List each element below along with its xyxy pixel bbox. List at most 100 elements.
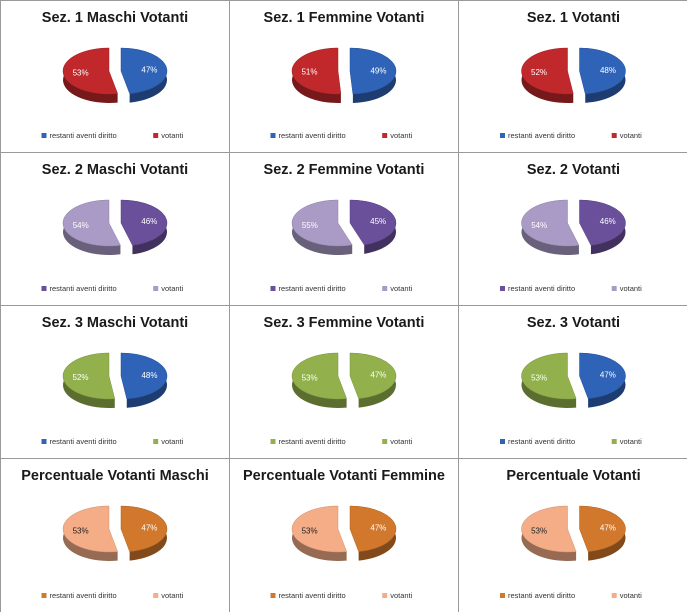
legend-label: restanti aventi diritto bbox=[279, 591, 346, 600]
chart-title: Percentuale Votanti Maschi bbox=[21, 468, 208, 484]
legend-swatch bbox=[270, 286, 276, 291]
pie-chart: Sez. 2 Femmine Votanti 55% 45% restanti ave… bbox=[264, 162, 425, 293]
pie-chart: Sez. 2 Maschi Votanti 54% 46% restanti aven… bbox=[41, 162, 188, 293]
chart-legend: restanti aventi diritto votanti bbox=[500, 437, 642, 446]
chart-title: Percentuale Votanti Femmine bbox=[243, 468, 445, 484]
chart-title: Sez. 1 Femmine Votanti bbox=[264, 10, 425, 26]
pie-slice-restanti: 47% bbox=[120, 505, 168, 561]
legend-swatch bbox=[611, 593, 617, 598]
chart-legend: restanti aventi diritto votanti bbox=[41, 437, 184, 446]
chart-title: Sez. 3 Femmine Votanti bbox=[264, 315, 425, 331]
legend-label: votanti bbox=[390, 591, 412, 600]
slice-label: 53% bbox=[531, 373, 547, 382]
legend-label: restanti aventi diritto bbox=[279, 437, 346, 446]
chart-legend: restanti aventi diritto votanti bbox=[500, 284, 642, 293]
chart-title: Sez. 2 Femmine Votanti bbox=[264, 162, 425, 178]
legend-label: restanti aventi diritto bbox=[50, 591, 117, 600]
chart-title: Percentuale Votanti bbox=[506, 468, 640, 484]
legend-label: restanti aventi diritto bbox=[508, 284, 575, 293]
pie-slice-votanti: 54% bbox=[62, 199, 121, 255]
legend-label: votanti bbox=[620, 591, 642, 600]
legend-swatch bbox=[611, 439, 617, 444]
chart-title: Sez. 2 Votanti bbox=[527, 162, 620, 178]
slice-label: 53% bbox=[302, 373, 318, 382]
pie-slice-votanti: 52% bbox=[521, 47, 574, 103]
pie-slice-restanti: 49% bbox=[349, 47, 397, 103]
chart-panel: Percentuale Votanti 53% 47% restanti aventi… bbox=[459, 459, 687, 612]
chart-legend: restanti aventi diritto votanti bbox=[41, 284, 184, 293]
chart-legend: restanti aventi diritto votanti bbox=[41, 131, 184, 140]
legend-label: restanti aventi diritto bbox=[50, 437, 117, 446]
slice-label: 53% bbox=[531, 526, 547, 535]
slice-label: 51% bbox=[301, 67, 317, 76]
legend-label: votanti bbox=[161, 284, 183, 293]
chart-panel: Sez. 3 Femmine Votanti 53% 47% restanti ave… bbox=[230, 306, 458, 458]
chart-panel: Sez. 2 Maschi Votanti 54% 46% restanti aven… bbox=[1, 153, 229, 305]
legend-swatch bbox=[382, 593, 388, 598]
pie-chart: Sez. 1 Femmine Votanti 51% 49% restanti ave… bbox=[264, 10, 425, 140]
pie-slice-votanti: 53% bbox=[291, 505, 347, 561]
pie-chart: Percentuale Votanti 53% 47% restanti aventi… bbox=[500, 468, 642, 600]
pie-chart: Sez. 3 Maschi Votanti 52% 48% restanti aven… bbox=[41, 315, 188, 446]
legend-swatch bbox=[500, 439, 505, 444]
pie-slice-votanti: 55% bbox=[291, 199, 353, 256]
legend-label: votanti bbox=[390, 284, 412, 293]
pie-slice-restanti: 47% bbox=[120, 47, 168, 103]
legend-swatch bbox=[500, 133, 505, 138]
slice-label: 47% bbox=[141, 524, 157, 533]
chart-title: Sez. 3 Votanti bbox=[527, 315, 620, 331]
legend-swatch bbox=[270, 593, 276, 598]
legend-swatch bbox=[500, 593, 505, 598]
chart-legend: restanti aventi diritto votanti bbox=[500, 591, 642, 600]
pie-chart: Sez. 2 Votanti 54% 46% restanti aventi diri… bbox=[500, 162, 642, 293]
legend-label: votanti bbox=[620, 437, 642, 446]
legend-label: restanti aventi diritto bbox=[508, 437, 575, 446]
pie-slice-restanti: 46% bbox=[579, 199, 626, 255]
legend-label: votanti bbox=[390, 131, 412, 140]
pie-slice-restanti: 47% bbox=[579, 505, 626, 561]
legend-swatch bbox=[382, 286, 388, 291]
chart-panel: Sez. 3 Votanti 53% 47% restanti aventi diri… bbox=[459, 306, 687, 458]
chart-title: Sez. 3 Maschi Votanti bbox=[42, 315, 188, 331]
legend-swatch bbox=[153, 133, 159, 138]
slice-label: 52% bbox=[73, 373, 89, 382]
pie-slice-votanti: 53% bbox=[62, 47, 118, 103]
pie-slice-votanti: 52% bbox=[62, 352, 116, 408]
chart-title: Sez. 1 Votanti bbox=[527, 10, 620, 26]
slice-label: 47% bbox=[600, 371, 616, 380]
chart-panel: Percentuale Votanti Maschi 53% 47% restanti… bbox=[1, 459, 229, 612]
pie-slice-restanti: 48% bbox=[579, 47, 626, 103]
slice-label: 45% bbox=[370, 217, 386, 226]
chart-panel: Sez. 2 Votanti 54% 46% restanti aventi diri… bbox=[459, 153, 687, 305]
pie-slice-restanti: 47% bbox=[579, 352, 626, 408]
slice-label: 53% bbox=[302, 526, 318, 535]
pie-chart: Sez. 1 Maschi Votanti 53% 47% restanti aven… bbox=[41, 10, 188, 140]
legend-swatch bbox=[41, 286, 47, 291]
chart-legend: restanti aventi diritto votanti bbox=[270, 131, 413, 140]
chart-title: Sez. 1 Maschi Votanti bbox=[42, 10, 188, 26]
legend-swatch bbox=[611, 286, 617, 291]
slice-label: 47% bbox=[370, 524, 386, 533]
slice-label: 54% bbox=[531, 221, 547, 230]
pie-slice-votanti: 53% bbox=[521, 352, 577, 408]
chart-legend: restanti aventi diritto votanti bbox=[270, 284, 413, 293]
pie-slice-restanti: 48% bbox=[120, 352, 168, 408]
slice-label: 47% bbox=[370, 371, 386, 380]
legend-swatch bbox=[270, 439, 276, 444]
legend-label: votanti bbox=[620, 131, 642, 140]
slice-label: 52% bbox=[531, 68, 547, 77]
legend-label: votanti bbox=[161, 437, 183, 446]
pie-chart: Sez. 3 Votanti 53% 47% restanti aventi diri… bbox=[500, 315, 642, 446]
chart-legend: restanti aventi diritto votanti bbox=[500, 131, 642, 140]
chart-panel: Sez. 1 Femmine Votanti 51% 49% restanti ave… bbox=[230, 1, 458, 152]
chart-legend: restanti aventi diritto votanti bbox=[41, 591, 184, 600]
chart-legend: restanti aventi diritto votanti bbox=[270, 591, 413, 600]
pie-slice-votanti: 54% bbox=[521, 199, 580, 255]
legend-swatch bbox=[270, 133, 276, 138]
legend-label: votanti bbox=[390, 437, 412, 446]
chart-panel: Sez. 3 Maschi Votanti 52% 48% restanti aven… bbox=[1, 306, 229, 458]
pie-chart: Percentuale Votanti Femmine 53% 47% restant… bbox=[243, 468, 445, 600]
slice-label: 47% bbox=[141, 66, 157, 75]
legend-label: votanti bbox=[620, 284, 642, 293]
chart-panel: Sez. 1 Maschi Votanti 53% 47% restanti aven… bbox=[1, 1, 229, 152]
